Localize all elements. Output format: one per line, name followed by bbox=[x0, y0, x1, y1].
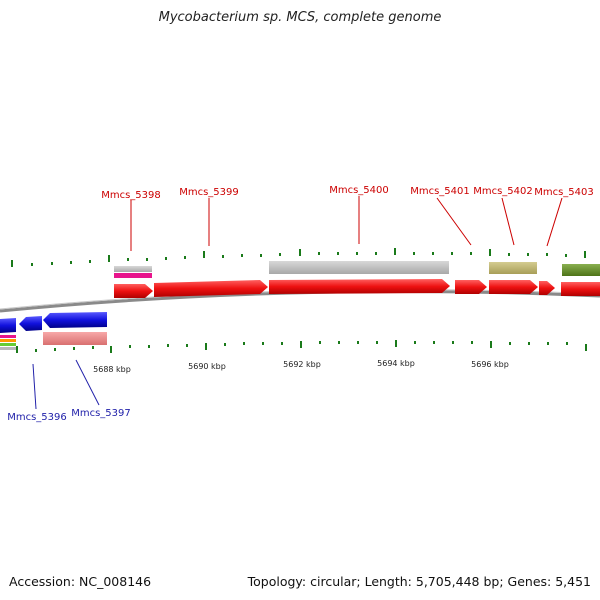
scale-label-5696: 5696 kbp bbox=[471, 360, 509, 369]
gene-arrow-mmcs-5401[interactable] bbox=[455, 280, 487, 294]
scale-label-5690: 5690 kbp bbox=[188, 362, 226, 371]
gene-label-mmcs-5403[interactable]: Mmcs_5403 bbox=[534, 187, 594, 198]
gene-arrow-mmcs-5396[interactable] bbox=[19, 316, 42, 331]
gene-arrow-mmcs-5402[interactable] bbox=[489, 280, 538, 294]
scale-label-5688: 5688 kbp bbox=[93, 365, 131, 374]
gene-label-mmcs-5399[interactable]: Mmcs_5399 bbox=[179, 187, 239, 198]
genome-summary-text: Topology: circular; Length: 5,705,448 bp… bbox=[247, 574, 591, 589]
scale-label-5694: 5694 kbp bbox=[377, 359, 415, 368]
gene-label-mmcs-5397[interactable]: Mmcs_5397 bbox=[71, 408, 131, 419]
cog-bar-5398-a bbox=[114, 266, 152, 272]
cog-bar-5395-b bbox=[0, 339, 16, 342]
scale-label-5692: 5692 kbp bbox=[283, 360, 321, 369]
gene-arrow-mmcs-5398[interactable] bbox=[114, 284, 153, 298]
gene-arrow-mmcs-5400[interactable] bbox=[269, 279, 450, 294]
cog-bar-5398-b bbox=[114, 273, 152, 278]
lower-tick-row bbox=[16, 340, 587, 353]
gene-arrow-mmcs-5404[interactable] bbox=[561, 282, 600, 296]
cog-bar-5402 bbox=[489, 262, 537, 274]
cog-bar-5400 bbox=[269, 261, 449, 274]
gene-arrow-mmcs-5403[interactable] bbox=[539, 281, 555, 295]
gene-label-mmcs-5401[interactable]: Mmcs_5401 bbox=[410, 186, 470, 197]
cog-bar-5397 bbox=[43, 332, 107, 345]
cog-bar-5395-c bbox=[0, 343, 16, 346]
gene-label-mmcs-5400[interactable]: Mmcs_5400 bbox=[329, 185, 389, 196]
gene-label-mmcs-5396[interactable]: Mmcs_5396 bbox=[7, 412, 67, 423]
top-callout-lines bbox=[130, 196, 563, 251]
accession-text: Accession: NC_008146 bbox=[9, 574, 152, 589]
bottom-callout-lines bbox=[32, 359, 100, 410]
gene-label-mmcs-5398[interactable]: Mmcs_5398 bbox=[101, 190, 161, 201]
gene-arrow-mmcs-5397[interactable] bbox=[43, 312, 107, 328]
cog-bar-5395-d bbox=[0, 347, 16, 350]
gene-arrow-mmcs-5399[interactable] bbox=[154, 280, 268, 297]
map-title: Mycobacterium sp. MCS, complete genome bbox=[158, 10, 442, 25]
gene-label-mmcs-5402[interactable]: Mmcs_5402 bbox=[473, 186, 533, 197]
cog-bar-5395-a bbox=[0, 335, 16, 338]
cog-bar-5404 bbox=[562, 264, 600, 276]
upper-tick-row bbox=[11, 248, 586, 267]
gene-arrow-mmcs-5395[interactable] bbox=[0, 318, 16, 333]
